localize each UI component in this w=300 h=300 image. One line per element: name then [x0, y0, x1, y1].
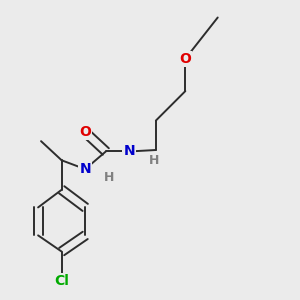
Text: H: H — [104, 172, 115, 184]
Text: Cl: Cl — [54, 274, 69, 288]
Text: O: O — [179, 52, 191, 66]
Text: H: H — [148, 154, 159, 167]
Text: N: N — [124, 145, 135, 158]
Text: N: N — [80, 162, 91, 176]
Text: O: O — [79, 125, 91, 139]
